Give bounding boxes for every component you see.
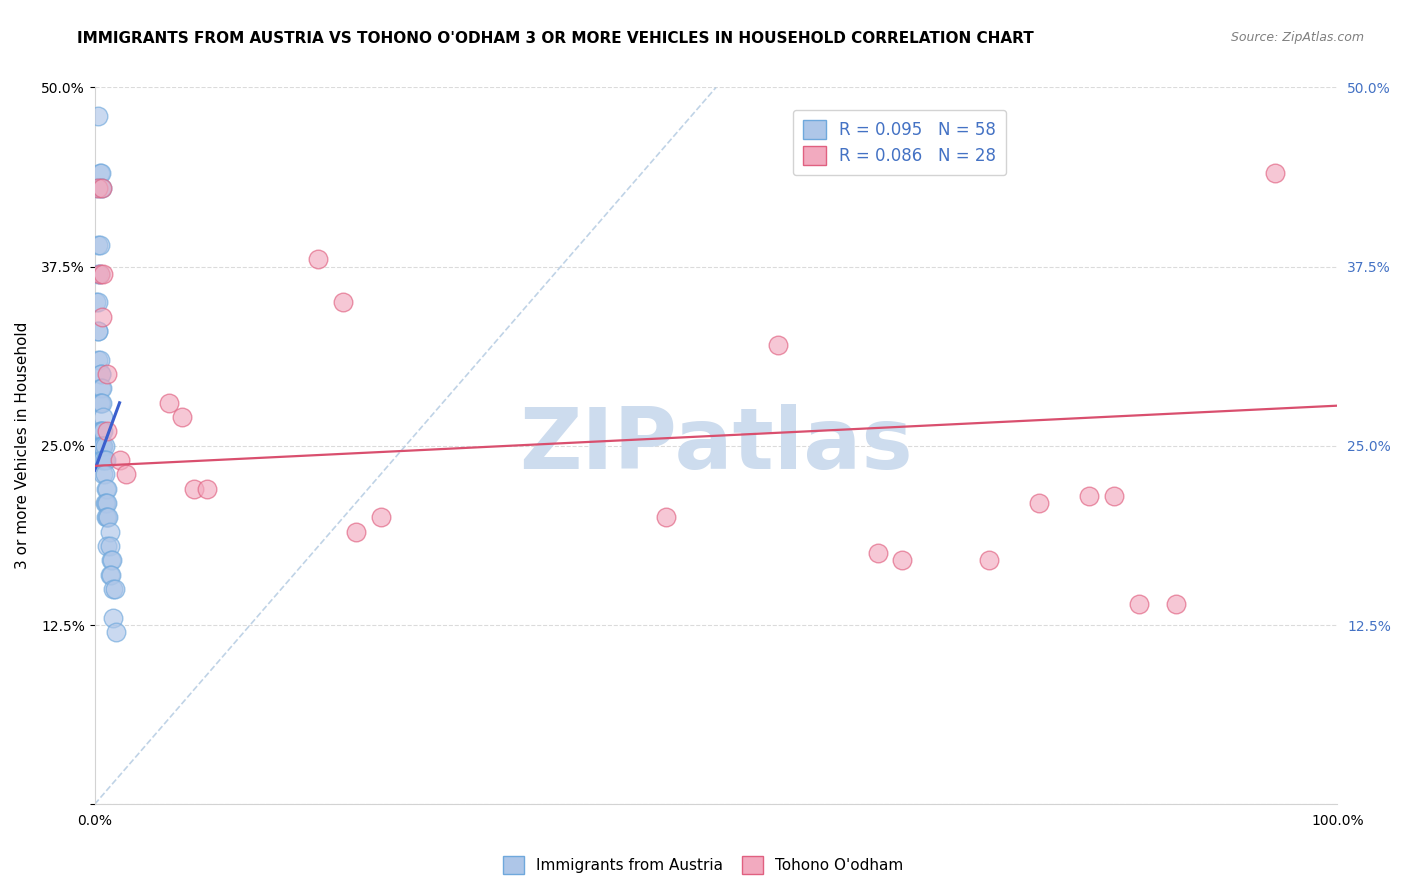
Point [91, 439, 114, 453]
Point [114, 467, 136, 482]
Point [90, 166, 112, 180]
Point [979, 553, 1001, 567]
Point [370, 510, 392, 524]
Point [1102, 489, 1125, 503]
Text: IMMIGRANTS FROM AUSTRIA VS TOHONO O'ODHAM 3 OR MORE VEHICLES IN HOUSEHOLD CORREL: IMMIGRANTS FROM AUSTRIA VS TOHONO O'ODHA… [77, 31, 1033, 46]
Point [96, 510, 118, 524]
Point [84, 295, 107, 310]
Point [90, 367, 112, 381]
Point [93, 425, 115, 439]
Point [1164, 597, 1187, 611]
Point [89, 267, 111, 281]
Point [87, 267, 110, 281]
Point [1077, 489, 1099, 503]
Point [91, 453, 114, 467]
Point [96, 496, 118, 510]
Point [157, 396, 180, 410]
Point [344, 524, 367, 539]
Point [97, 510, 120, 524]
Point [96, 425, 118, 439]
Point [94, 510, 117, 524]
Point [87, 352, 110, 367]
Legend: R = 0.095   N = 58, R = 0.086   N = 28: R = 0.095 N = 58, R = 0.086 N = 28 [793, 110, 1007, 175]
Point [103, 582, 125, 597]
Point [100, 553, 122, 567]
Point [87, 295, 110, 310]
Text: ZIPatlas: ZIPatlas [519, 404, 912, 487]
Point [90, 425, 112, 439]
Point [89, 238, 111, 252]
Point [91, 381, 114, 395]
Point [90, 381, 112, 395]
Point [93, 410, 115, 425]
Point [195, 482, 218, 496]
Point [100, 567, 122, 582]
Point [93, 453, 115, 467]
Point [87, 324, 110, 338]
Point [98, 567, 121, 582]
Point [332, 295, 354, 310]
Point [93, 467, 115, 482]
Point [94, 453, 117, 467]
Point [91, 180, 114, 194]
Point [91, 310, 114, 324]
Point [89, 267, 111, 281]
Point [91, 425, 114, 439]
Point [98, 539, 121, 553]
Point [86, 180, 108, 194]
Point [94, 496, 117, 510]
Point [91, 180, 114, 194]
Point [90, 367, 112, 381]
Point [93, 467, 115, 482]
Point [89, 166, 111, 180]
Point [87, 109, 110, 123]
Point [87, 180, 110, 194]
Point [93, 439, 115, 453]
Point [89, 352, 111, 367]
Point [1128, 597, 1150, 611]
Legend: Immigrants from Austria, Tohono O'odham: Immigrants from Austria, Tohono O'odham [496, 850, 910, 880]
Point [101, 553, 124, 567]
Point [96, 367, 118, 381]
Text: Source: ZipAtlas.com: Source: ZipAtlas.com [1230, 31, 1364, 45]
Point [183, 482, 205, 496]
Point [104, 582, 127, 597]
Point [91, 439, 114, 453]
Point [1028, 496, 1050, 510]
Point [93, 267, 115, 281]
Point [866, 546, 889, 560]
Point [1264, 166, 1286, 180]
Point [90, 180, 112, 194]
Point [170, 410, 193, 425]
Point [307, 252, 329, 267]
Point [93, 453, 115, 467]
Point [90, 396, 112, 410]
Point [766, 338, 789, 352]
Point [87, 238, 110, 252]
Point [93, 439, 115, 453]
Point [94, 482, 117, 496]
Point [87, 324, 110, 338]
Y-axis label: 3 or more Vehicles in Household: 3 or more Vehicles in Household [15, 322, 30, 569]
Point [103, 611, 125, 625]
Point [96, 539, 118, 553]
Point [96, 482, 118, 496]
Point [655, 510, 678, 524]
Point [89, 425, 111, 439]
Point [90, 439, 112, 453]
Point [104, 625, 127, 640]
Point [98, 524, 121, 539]
Point [89, 396, 111, 410]
Point [891, 553, 914, 567]
Point [93, 496, 115, 510]
Point [108, 453, 131, 467]
Point [91, 396, 114, 410]
